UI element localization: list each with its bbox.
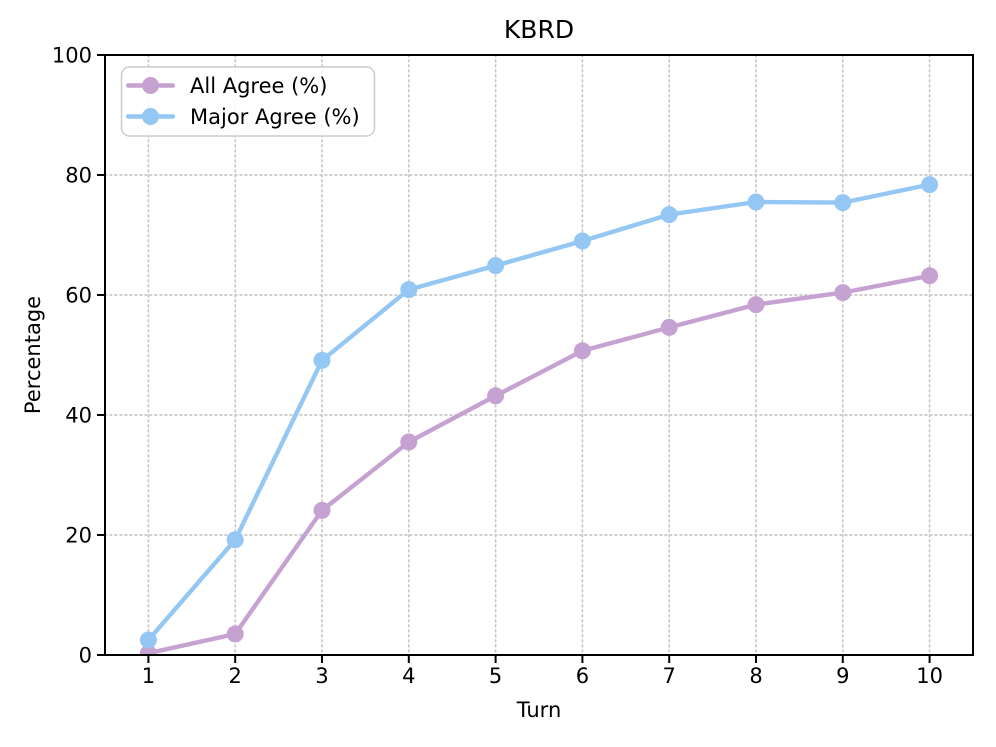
legend-sample-marker <box>142 108 159 125</box>
x-tick-label: 4 <box>402 664 415 688</box>
legend: All Agree (%) Major Agree (%) <box>120 66 376 137</box>
data-point-marker <box>921 176 939 194</box>
data-point-marker <box>139 631 157 649</box>
x-tick-label: 7 <box>663 664 676 688</box>
data-series <box>139 176 939 655</box>
data-point-marker <box>226 625 244 643</box>
x-tick-label: 9 <box>836 664 849 688</box>
legend-box <box>120 66 376 137</box>
x-tick-label: 2 <box>229 664 242 688</box>
x-tick-label: 1 <box>142 664 155 688</box>
series-all-agree <box>139 267 939 655</box>
legend-item: All Agree (%) <box>125 74 327 98</box>
x-tick-label: 6 <box>576 664 589 688</box>
y-tick-label: 60 <box>65 284 92 308</box>
data-point-marker <box>660 318 678 336</box>
series-major-agree <box>139 176 939 649</box>
x-axis-label: Turn <box>516 698 562 722</box>
data-point-marker <box>573 342 591 360</box>
legend-sample-marker <box>142 77 159 94</box>
data-point-marker <box>747 296 765 314</box>
axes <box>97 54 974 663</box>
y-tick-label: 40 <box>65 404 92 428</box>
data-point-marker <box>834 194 852 212</box>
x-tick-label: 8 <box>749 664 762 688</box>
data-point-marker <box>660 206 678 224</box>
x-tick-label: 3 <box>315 664 328 688</box>
data-point-marker <box>487 387 505 405</box>
data-point-marker <box>313 351 331 369</box>
gridlines <box>104 54 974 656</box>
x-tick-label: 5 <box>489 664 502 688</box>
legend-label: Major Agree (%) <box>190 105 360 129</box>
data-point-marker <box>921 267 939 285</box>
plot-border <box>104 54 974 656</box>
chart-title: KBRD <box>504 15 574 44</box>
y-tick-label: 20 <box>65 524 92 548</box>
series-line <box>146 182 932 643</box>
data-point-marker <box>487 257 505 275</box>
y-tick-label: 0 <box>79 644 92 668</box>
legend-items: All Agree (%) Major Agree (%) <box>125 74 360 129</box>
legend-item: Major Agree (%) <box>125 105 360 129</box>
data-point-marker <box>313 501 331 519</box>
y-tick-label: 100 <box>52 44 92 68</box>
y-axis-label: Percentage <box>21 296 45 414</box>
data-point-marker <box>573 232 591 250</box>
data-point-marker <box>400 281 418 299</box>
data-point-marker <box>226 531 244 549</box>
x-tick-label: 10 <box>916 664 943 688</box>
legend-label: All Agree (%) <box>190 74 327 98</box>
data-point-marker <box>747 193 765 211</box>
y-tick-label: 80 <box>65 164 92 188</box>
series-line <box>146 273 932 655</box>
data-point-marker <box>834 284 852 302</box>
data-point-marker <box>400 433 418 451</box>
